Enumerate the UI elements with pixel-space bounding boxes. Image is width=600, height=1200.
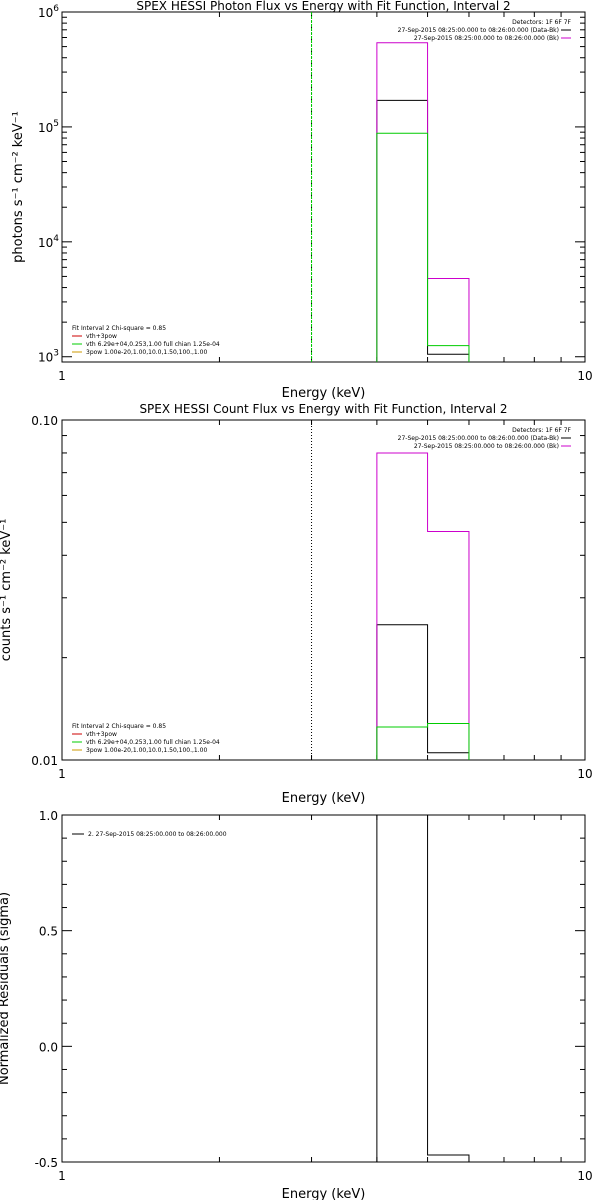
x-axis-label: Energy (keV): [282, 791, 366, 806]
y-axis-label: counts s⁻¹ cm⁻² keV⁻¹: [0, 519, 14, 662]
x-axis-label: Energy (keV): [282, 386, 366, 401]
legend-header: Detectors: 1F 6F 7F: [512, 19, 571, 26]
legend-entry: 27-Sep-2015 08:25:00.000 to 08:26:00.000…: [398, 27, 559, 34]
legend-entry: 27-Sep-2015 08:25:00.000 to 08:26:00.000…: [414, 443, 559, 450]
series-line-3: [376, 723, 470, 760]
panel-3: 1 10 -0.5 0.0 0.5 1.0 Energy (keV) Normalized R…: [0, 809, 593, 1200]
panel-1: SPEX HESSI Photon Flux vs Energy with Fi…: [11, 0, 593, 401]
legend-entry: 27-Sep-2015 08:25:00.000 to 08:26:00.000…: [398, 435, 559, 442]
y-tick-label: 106: [38, 4, 59, 20]
y-tick-label: 103: [38, 349, 59, 365]
y-tick-label: 104: [38, 234, 59, 250]
y-axis-label: photons s⁻¹ cm⁻² keV⁻¹: [11, 111, 26, 263]
series-line-1: [376, 624, 470, 760]
legend-bottom-left: Fit Interval 2 Chi-square = 0.85vth+3pow…: [72, 723, 220, 754]
legend-entry: 3pow 1.00e-20,1.00,10.0,1.50,100.,1.00: [86, 349, 207, 356]
series-line-2: [376, 452, 470, 760]
y-tick-label: 0.01: [31, 754, 58, 768]
legend-header: Fit Interval 2 Chi-square = 0.85: [72, 723, 166, 730]
x-tick-label: 10: [577, 1169, 592, 1183]
y-tick-label: 105: [38, 119, 59, 135]
legend-entry: vth+3pow: [86, 333, 117, 340]
x-tick-label: 1: [58, 369, 66, 383]
y-tick-label: 0.5: [39, 925, 58, 939]
series-line-3: [376, 132, 470, 362]
x-tick-label: 1: [58, 1169, 66, 1183]
panel-2: SPEX HESSI Count Flux vs Energy with Fit…: [0, 402, 593, 806]
legend-header: Detectors: 1F 6F 7F: [512, 427, 571, 434]
x-tick-label: 10: [577, 369, 592, 383]
legend-entry: vth 6.29e+04,0.253,1.00 full chian 1.25e…: [86, 739, 220, 746]
series-line-1: [376, 814, 470, 1162]
plot-frame: [61, 419, 586, 761]
chart-title: SPEX HESSI Count Flux vs Energy with Fit…: [139, 402, 507, 416]
y-tick-label: 0.10: [31, 414, 58, 428]
legend-header: Fit Interval 2 Chi-square = 0.85: [72, 325, 166, 332]
y-tick-label: -0.5: [35, 1156, 58, 1170]
y-axis-label: Normalized Residuals (sigma): [0, 892, 12, 1085]
x-tick-label: 1: [58, 767, 66, 781]
legend-top-left: 2. 27-Sep-2015 08:25:00.000 to 08:26:00.…: [72, 831, 227, 838]
x-tick-label: 10: [577, 767, 592, 781]
chart-title: SPEX HESSI Photon Flux vs Energy with Fi…: [136, 0, 510, 13]
series-line-2: [376, 42, 470, 362]
y-tick-label: 1.0: [39, 809, 58, 823]
legend-entry: vth 6.29e+04,0.253,1.00 full chian 1.25e…: [86, 341, 220, 348]
legend-bottom-left: Fit Interval 2 Chi-square = 0.85vth+3pow…: [72, 325, 220, 356]
x-axis-label: Energy (keV): [282, 1187, 366, 1200]
y-tick-label: 0.0: [39, 1040, 58, 1054]
series-line-1: [376, 99, 470, 362]
plot-frame: [61, 11, 586, 363]
legend-entry: 27-Sep-2015 08:25:00.000 to 08:26:00.000…: [414, 35, 559, 42]
legend-entry: 3pow 1.00e-20,1.00,10.0,1.50,100.,1.00: [86, 747, 207, 754]
plot-frame: [61, 814, 586, 1163]
legend-entry: 2. 27-Sep-2015 08:25:00.000 to 08:26:00.…: [88, 831, 227, 838]
legend-entry: vth+3pow: [86, 731, 117, 738]
